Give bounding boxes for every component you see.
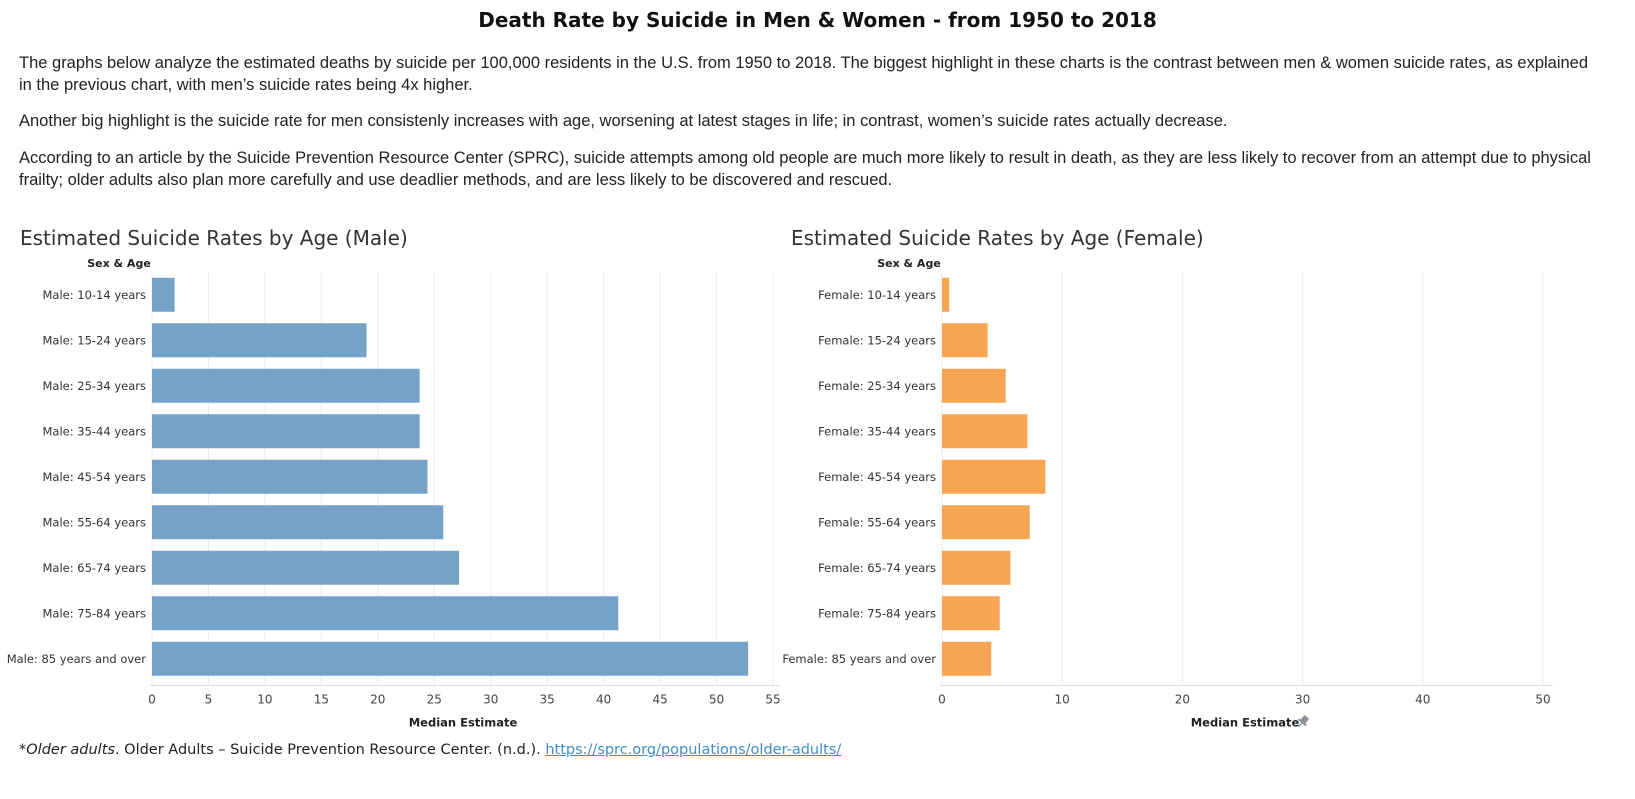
female-category-label: Female: 75-84 years: [818, 606, 936, 620]
male-bar: [152, 459, 428, 494]
male-row-header: Sex & Age: [87, 257, 151, 270]
description-paragraph-3: According to an article by the Suicide P…: [19, 149, 1591, 189]
male-category-label: Male: 65-74 years: [43, 561, 147, 575]
female-bar: [942, 323, 988, 358]
female-bar: [942, 414, 1028, 449]
female-category-label: Female: 85 years and over: [782, 652, 936, 666]
female-tick-label: 20: [1175, 693, 1190, 707]
male-chart-title: Estimated Suicide Rates by Age (Male): [20, 226, 408, 250]
female-category-label: Female: 55-64 years: [818, 515, 936, 529]
female-category-label: Female: 65-74 years: [818, 561, 936, 575]
male-bar-chart: Sex & Age 0 5 10 15 20 25 30 35 40 45 50 55 Male: 10-…: [7, 257, 781, 730]
footnote-italic: Older adults: [26, 742, 115, 758]
female-category-label: Female: 45-54 years: [818, 470, 936, 484]
female-bar-chart: Sex & Age 0 10 20 30 40 50 Female: 10-14 years F…: [782, 257, 1553, 730]
male-tick-label: 25: [427, 693, 442, 707]
footnote-link[interactable]: https://sprc.org/populations/older-adult…: [545, 742, 842, 758]
page-title: Death Rate by Suicide in Men & Women - f…: [478, 8, 1157, 32]
description-paragraph-2: Another big highlight is the suicide rat…: [19, 112, 1228, 130]
female-category-label: Female: 35-44 years: [818, 424, 936, 438]
female-row-header: Sex & Age: [877, 257, 941, 270]
footnote-star: *: [19, 742, 27, 758]
male-category-label: Male: 75-84 years: [43, 606, 147, 620]
male-tick-label: 0: [148, 693, 156, 707]
female-chart-title: Estimated Suicide Rates by Age (Female): [791, 226, 1204, 250]
male-category-label: Male: 10-14 years: [43, 288, 147, 302]
male-tick-label: 50: [709, 693, 724, 707]
male-tick-label: 30: [483, 693, 498, 707]
male-bar: [152, 414, 420, 449]
male-bar: [152, 596, 619, 631]
description-paragraph-1: The graphs below analyze the estimated d…: [19, 54, 1589, 94]
female-bar: [942, 368, 1006, 403]
male-category-label: Male: 35-44 years: [43, 424, 147, 438]
female-bar: [942, 505, 1030, 540]
male-tick-label: 5: [205, 693, 213, 707]
male-tick-label: 40: [596, 693, 611, 707]
male-tick-label: 10: [257, 693, 272, 707]
female-tick-label: 10: [1055, 693, 1070, 707]
male-bar: [152, 550, 460, 585]
male-tick-label: 45: [652, 693, 667, 707]
male-bar: [152, 505, 444, 540]
male-bar: [152, 277, 175, 312]
male-tick-label: 55: [765, 693, 780, 707]
female-x-axis-label: Median Estimate: [1191, 716, 1300, 730]
footnote: *Older adults. Older Adults – Suicide Pr…: [19, 742, 841, 758]
male-tick-label: 20: [370, 693, 385, 707]
male-bar: [152, 368, 420, 403]
male-category-label: Male: 85 years and over: [7, 652, 147, 666]
male-category-label: Male: 25-34 years: [43, 379, 147, 393]
male-tick-label: 15: [314, 693, 329, 707]
male-category-label: Male: 55-64 years: [43, 515, 147, 529]
footnote-text: . Older Adults – Suicide Prevention Reso…: [114, 742, 546, 758]
pin-icon[interactable]: [1295, 714, 1311, 730]
male-category-label: Male: 45-54 years: [43, 470, 147, 484]
female-bar: [942, 596, 1000, 631]
male-x-axis-label: Median Estimate: [409, 716, 518, 730]
female-category-label: Female: 15-24 years: [818, 333, 936, 347]
female-tick-label: 0: [938, 693, 946, 707]
male-bar: [152, 641, 749, 676]
female-bar: [942, 550, 1011, 585]
female-category-label: Female: 10-14 years: [818, 288, 936, 302]
male-tick-label: 35: [540, 693, 555, 707]
female-tick-label: 30: [1295, 693, 1310, 707]
female-bar: [942, 459, 1046, 494]
male-category-label: Male: 15-24 years: [43, 333, 147, 347]
female-bar: [942, 641, 992, 676]
female-bar: [942, 277, 950, 312]
female-tick-label: 50: [1535, 693, 1550, 707]
female-tick-label: 40: [1415, 693, 1430, 707]
female-category-label: Female: 25-34 years: [818, 379, 936, 393]
male-bar: [152, 323, 367, 358]
